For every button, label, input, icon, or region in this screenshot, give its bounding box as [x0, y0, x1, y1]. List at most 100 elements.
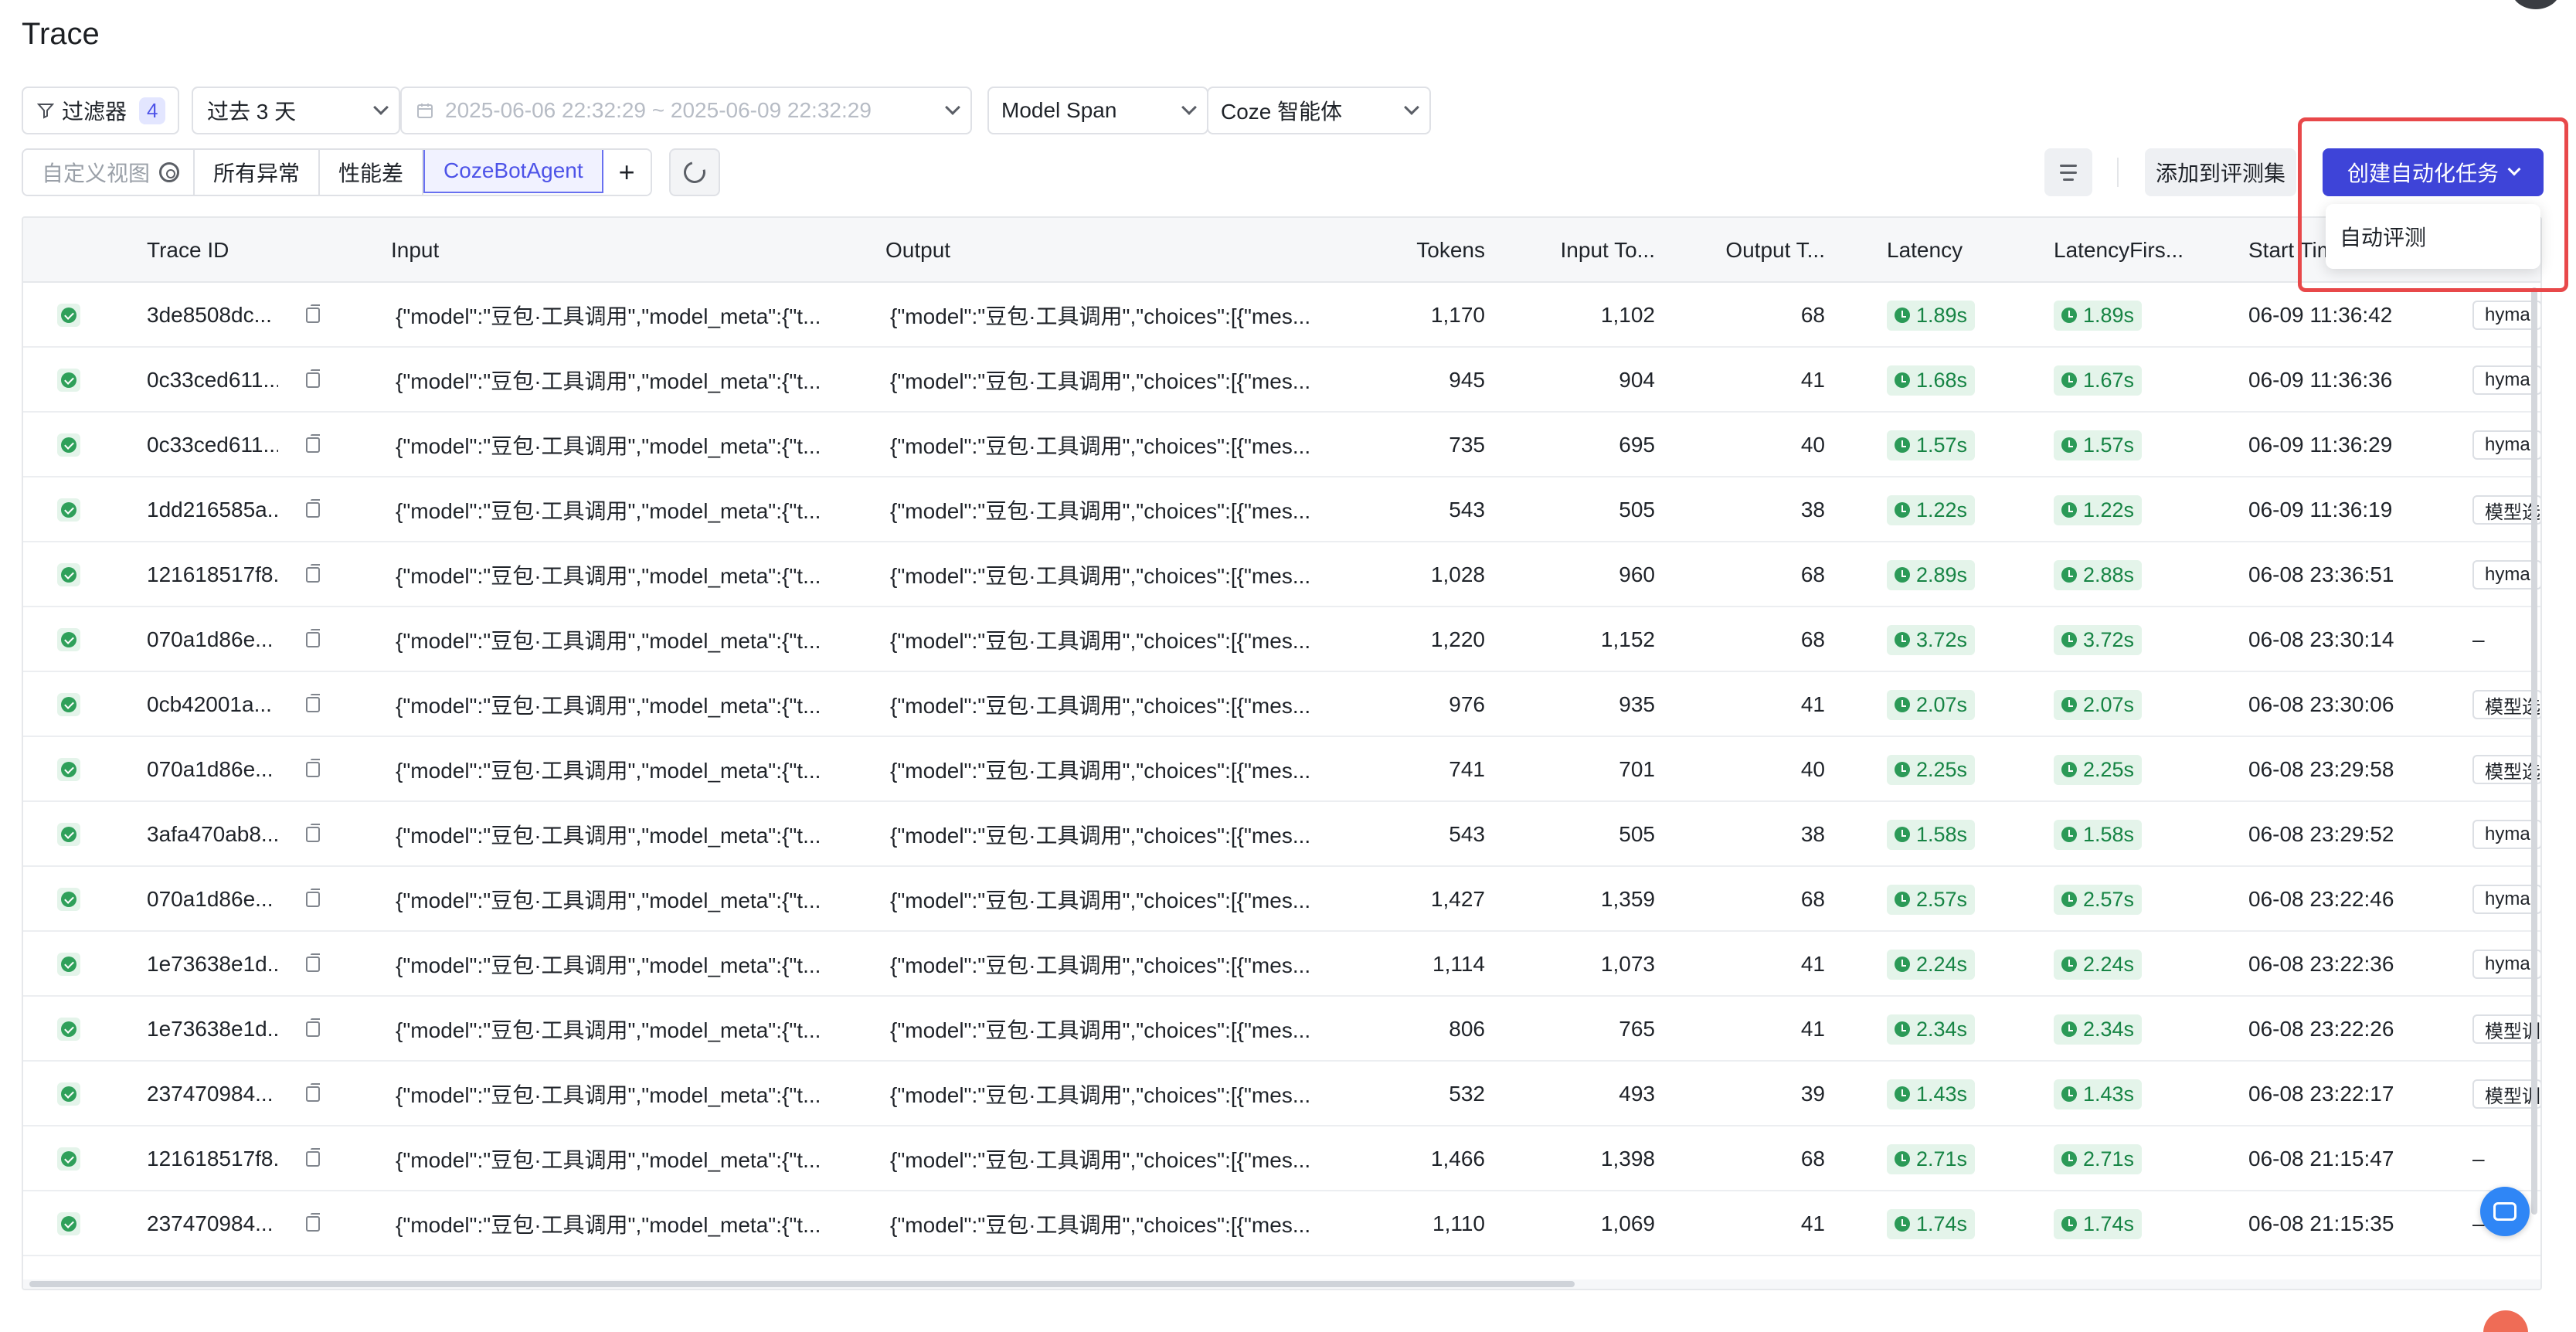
- add-view-button[interactable]: +: [603, 150, 651, 195]
- col-latency-first[interactable]: LatencyFirs...: [2054, 238, 2184, 262]
- table-row[interactable]: 1dd216585a... {"model":"豆包·工具调用","model_m…: [23, 477, 2540, 542]
- table-row[interactable]: 1e73638e1d... {"model":"豆包·工具调用","model_m…: [23, 932, 2540, 997]
- latency-first-badge-cell: 1.57s: [2054, 413, 2143, 477]
- copy-icon[interactable]: [306, 1148, 320, 1167]
- table-row[interactable]: 070a1d86e... {"model":"豆包·工具调用","model_me…: [23, 607, 2540, 672]
- platform-select[interactable]: Coze 智能体: [1207, 87, 1431, 134]
- horizontal-scrollbar[interactable]: [23, 1279, 2540, 1289]
- table-row[interactable]: 0cb42001a... {"model":"豆包·工具调用","model_me…: [23, 672, 2540, 737]
- tokens-cell: 1,427: [1368, 867, 1485, 932]
- table-row[interactable]: 121618517f8... {"model":"豆包·工具调用","model_…: [23, 542, 2540, 607]
- table-row[interactable]: 0c33ced611... {"model":"豆包·工具调用","model_m…: [23, 348, 2540, 413]
- clock-icon: [2061, 308, 2077, 323]
- table-row[interactable]: 070a1d86e... {"model":"豆包·工具调用","model_me…: [23, 867, 2540, 932]
- clock-icon: [2061, 827, 2077, 842]
- refresh-button[interactable]: [669, 148, 720, 196]
- tokens-cell: 741: [1368, 737, 1485, 802]
- col-output-tokens[interactable]: Output T...: [1725, 238, 1825, 262]
- copy-icon[interactable]: [306, 694, 320, 712]
- tag-cell: hyma: [2472, 413, 2540, 477]
- latency-first-badge-cell: 2.57s: [2054, 867, 2143, 932]
- copy-icon[interactable]: [306, 824, 320, 842]
- copy-cell: [295, 802, 320, 867]
- copy-icon[interactable]: [306, 1018, 320, 1037]
- latency-first-badge: 2.07s: [2054, 689, 2143, 720]
- copy-icon[interactable]: [306, 953, 320, 972]
- assistant-orb[interactable]: [2483, 1310, 2528, 1332]
- copy-cell: [295, 867, 320, 932]
- col-start-time[interactable]: Start Tim: [2248, 238, 2336, 262]
- custom-view-select[interactable]: 自定义视图: [23, 150, 195, 195]
- copy-icon[interactable]: [306, 629, 320, 647]
- trace-id-cell-text: 1e73638e1d...: [147, 1017, 278, 1041]
- gear-icon[interactable]: [159, 162, 180, 182]
- vertical-scrollbar[interactable]: [2531, 287, 2537, 1215]
- trace-id-cell-text: 237470984...: [147, 1082, 274, 1106]
- copy-icon[interactable]: [306, 499, 320, 518]
- view-tab-cozebotagent[interactable]: CozeBotAgent: [423, 150, 603, 193]
- date-range-picker[interactable]: 2025-06-06 22:32:29 ~ 2025-06-09 22:32:2…: [400, 87, 972, 134]
- trace-id-cell: 0c33ced611...: [147, 348, 278, 413]
- latency-badge: 2.25s: [1887, 754, 1976, 785]
- start-time-cell: 06-08 23:30:14: [2248, 607, 2480, 672]
- copy-icon[interactable]: [306, 564, 320, 583]
- input-tokens-cell: 1,152: [1522, 607, 1655, 672]
- copy-icon[interactable]: [306, 1213, 320, 1232]
- input-tokens-cell: 493: [1522, 1062, 1655, 1126]
- tokens-cell-text: 945: [1449, 368, 1485, 392]
- table-row[interactable]: 121618517f8... {"model":"豆包·工具调用","model_…: [23, 1126, 2540, 1191]
- create-task-button[interactable]: 创建自动化任务: [2323, 148, 2544, 196]
- table-row[interactable]: 3afa470ab8... {"model":"豆包·工具调用","model_m…: [23, 802, 2540, 867]
- start-time-cell: 06-08 23:29:58: [2248, 737, 2480, 802]
- col-input-tokens[interactable]: Input To...: [1560, 238, 1655, 262]
- filter-button[interactable]: 过滤器 4: [22, 87, 179, 134]
- latency-value: 1.43s: [2083, 1082, 2135, 1106]
- view-tab-anomalies[interactable]: 所有异常: [195, 150, 321, 195]
- copy-icon[interactable]: [306, 1083, 320, 1102]
- trace-id-cell: 1e73638e1d...: [147, 997, 278, 1062]
- view-tab-poor-performance[interactable]: 性能差: [320, 150, 424, 195]
- table-row[interactable]: 237470984... {"model":"豆包·工具调用","model_me…: [23, 1062, 2540, 1126]
- table-row[interactable]: 237470984... {"model":"豆包·工具调用","model_me…: [23, 1191, 2540, 1256]
- col-latency[interactable]: Latency: [1887, 238, 1963, 262]
- output-tokens-cell-text: 68: [1800, 887, 1825, 911]
- dropdown-item-auto-eval[interactable]: 自动评测: [2340, 226, 2427, 250]
- scrollbar-thumb[interactable]: [29, 1281, 1575, 1287]
- output-tokens-cell: 41: [1692, 1191, 1825, 1256]
- clock-icon: [2061, 632, 2077, 647]
- column-settings-button[interactable]: [2044, 148, 2092, 196]
- start-time-cell-text: 06-08 23:22:17: [2248, 1082, 2394, 1106]
- table-row[interactable]: 3de8508dc... {"model":"豆包·工具调用","model_me…: [23, 283, 2540, 348]
- copy-icon[interactable]: [306, 304, 320, 323]
- latency-badge: 2.24s: [1887, 949, 1976, 980]
- trace-id-cell: 070a1d86e...: [147, 737, 278, 802]
- copy-icon[interactable]: [306, 434, 320, 453]
- copy-icon[interactable]: [306, 889, 320, 907]
- output-tokens-cell-text: 41: [1800, 952, 1825, 976]
- input-cell: {"model":"豆包·工具调用","model_meta":{"t...: [396, 672, 828, 737]
- copy-icon[interactable]: [306, 369, 320, 388]
- table-row[interactable]: 070a1d86e... {"model":"豆包·工具调用","model_me…: [23, 737, 2540, 802]
- tag-cell: hyma: [2472, 542, 2540, 607]
- user-avatar[interactable]: [2511, 0, 2561, 9]
- start-time-cell-text: 06-08 23:36:51: [2248, 562, 2394, 586]
- table-row[interactable]: 0c33ced611... {"model":"豆包·工具调用","model_m…: [23, 413, 2540, 477]
- col-tokens[interactable]: Tokens: [1416, 238, 1485, 262]
- col-input[interactable]: Input: [391, 238, 440, 262]
- output-cell: {"model":"豆包·工具调用","choices":[{"mes...: [890, 802, 1323, 867]
- time-range-select[interactable]: 过去 3 天: [192, 87, 400, 134]
- latency-first-badge: 1.22s: [2054, 494, 2143, 525]
- add-to-eval-set-button[interactable]: 添加到评测集: [2145, 148, 2296, 196]
- span-type-select[interactable]: Model Span: [987, 87, 1208, 134]
- copy-icon[interactable]: [306, 759, 320, 777]
- output-tokens-cell: 38: [1692, 477, 1825, 542]
- tokens-cell: 532: [1368, 1062, 1485, 1126]
- latency-badge: 1.58s: [1887, 819, 1976, 850]
- status-ok-icon: [57, 369, 80, 392]
- col-trace-id[interactable]: Trace ID: [147, 238, 229, 262]
- output-tokens-cell-text: 40: [1800, 433, 1825, 457]
- col-output[interactable]: Output: [885, 238, 951, 262]
- table-row[interactable]: 1e73638e1d... {"model":"豆包·工具调用","model_m…: [23, 997, 2540, 1062]
- chat-button[interactable]: [2480, 1187, 2530, 1236]
- tokens-cell: 1,466: [1368, 1126, 1485, 1191]
